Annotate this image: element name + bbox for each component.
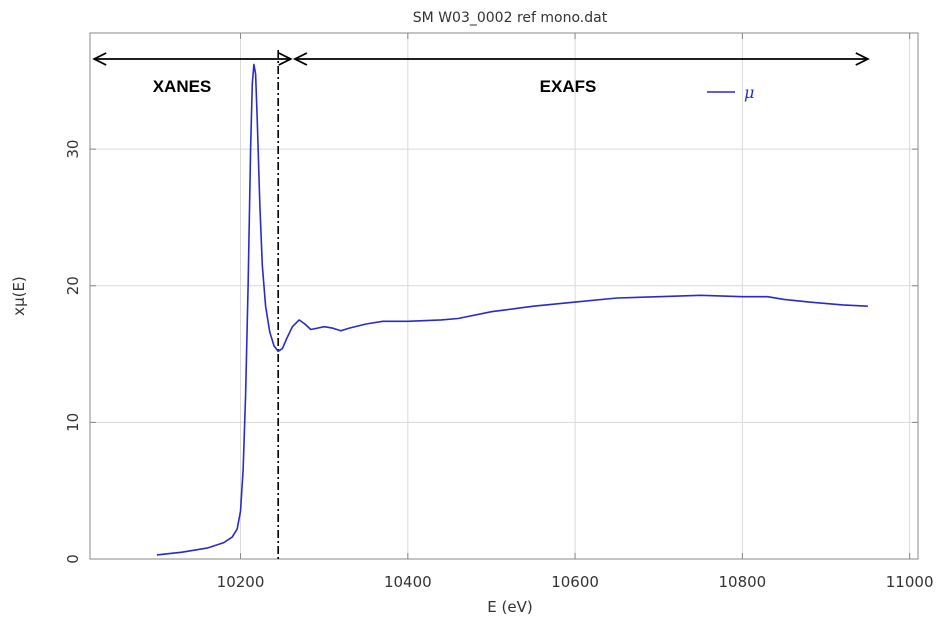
- tick-layer: 10200 10400 10600 10800 11000 0 10 20 30: [64, 33, 933, 591]
- y-tick-label: 0: [64, 554, 82, 564]
- legend: μ: [707, 83, 754, 102]
- y-tick-label: 30: [64, 140, 82, 159]
- series-line-mu: [156, 63, 868, 556]
- exafs-range-arrow: [292, 52, 870, 66]
- y-tick-label: 20: [64, 276, 82, 295]
- x-axis-title: E (eV): [487, 598, 532, 616]
- y-tick-label: 10: [64, 413, 82, 432]
- series-layer: [156, 63, 868, 556]
- chart-title: SM W03_0002 ref mono.dat: [413, 10, 608, 26]
- x-tick-label: 10600: [551, 573, 599, 591]
- x-tick-label: 10400: [384, 573, 432, 591]
- xanes-label: XANES: [153, 77, 212, 96]
- y-axis-title: xμ(E): [10, 276, 28, 316]
- plot-frame: [89, 32, 919, 560]
- x-tick-label: 11000: [886, 573, 934, 591]
- xanes-range-arrow: [92, 52, 293, 66]
- annotation-layer: XANES EXAFS: [92, 50, 870, 559]
- exafs-label: EXAFS: [540, 77, 597, 96]
- x-tick-label: 10800: [719, 573, 767, 591]
- x-tick-label: 10200: [217, 573, 265, 591]
- legend-label-mu: μ: [744, 83, 754, 102]
